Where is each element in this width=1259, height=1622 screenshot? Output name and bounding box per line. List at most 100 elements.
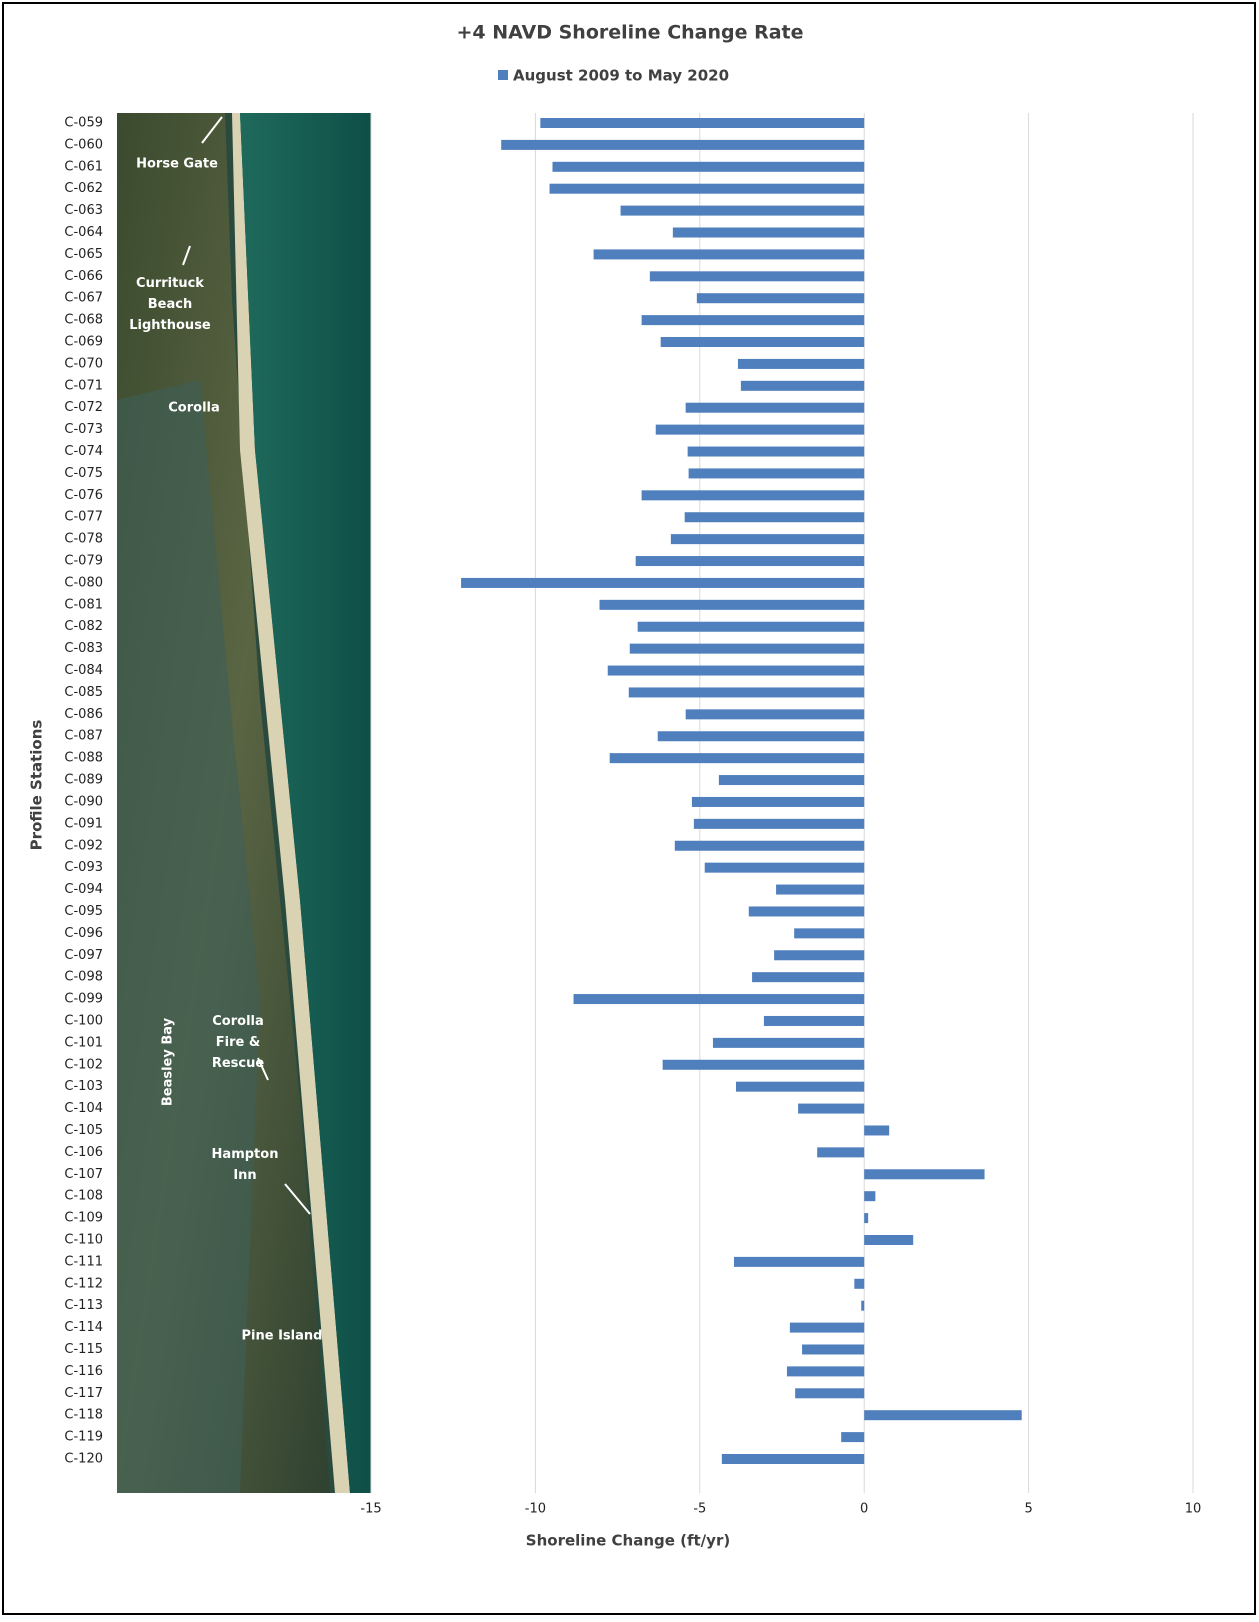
- y-tick-label: C-105: [64, 1123, 103, 1138]
- y-tick-label: C-098: [64, 970, 103, 985]
- bar: [628, 687, 865, 698]
- y-tick-label: C-113: [64, 1298, 103, 1313]
- bar: [721, 1454, 865, 1464]
- y-tick-label: C-090: [64, 794, 103, 809]
- photo-annotation: Pine Island: [242, 1329, 323, 1344]
- bar: [718, 775, 865, 786]
- satellite-photo: [117, 113, 371, 1493]
- bar: [672, 227, 865, 238]
- annotation-line: Lighthouse: [129, 318, 211, 333]
- bar: [712, 1037, 865, 1048]
- y-tick-label: C-100: [64, 1013, 103, 1028]
- y-tick-label: C-097: [64, 948, 103, 963]
- bar: [501, 139, 865, 150]
- y-tick-label: C-120: [64, 1452, 103, 1467]
- bar: [763, 1015, 865, 1026]
- bar: [685, 402, 865, 413]
- y-tick-label: C-066: [64, 269, 103, 284]
- y-tick-label: C-081: [64, 597, 103, 612]
- y-tick-label: C-061: [64, 159, 103, 174]
- annotation-line: Hampton: [212, 1147, 279, 1162]
- annotation-line: Inn: [233, 1168, 256, 1183]
- bar: [607, 665, 865, 676]
- bar: [817, 1147, 865, 1158]
- legend-label: August 2009 to May 2020: [513, 67, 729, 85]
- x-tick-label: 5: [1024, 1502, 1032, 1517]
- bar: [662, 1059, 865, 1070]
- bar: [637, 621, 865, 632]
- bar: [687, 446, 865, 457]
- annotation-line: Currituck: [136, 276, 204, 291]
- bar: [685, 709, 865, 720]
- y-tick-label: C-108: [64, 1189, 103, 1204]
- y-tick-label: C-094: [64, 882, 103, 897]
- y-tick-label: C-117: [64, 1386, 103, 1401]
- y-tick-label: C-088: [64, 751, 103, 766]
- bar: [641, 490, 865, 501]
- y-tick-label: C-095: [64, 904, 103, 919]
- bar: [552, 161, 865, 172]
- bar: [735, 1081, 865, 1092]
- y-tick-label: C-072: [64, 400, 103, 415]
- y-tick-label: C-063: [64, 203, 103, 218]
- photo-annotation: Hampton Inn: [212, 1147, 279, 1183]
- y-tick-label: C-065: [64, 247, 103, 262]
- y-tick-label: C-091: [64, 816, 103, 831]
- bar: [660, 337, 865, 348]
- bar: [864, 1125, 890, 1136]
- y-tick-label: C-119: [64, 1430, 103, 1445]
- bar: [864, 1169, 985, 1180]
- bar: [752, 972, 865, 983]
- y-tick-label: C-070: [64, 356, 103, 371]
- bar: [549, 183, 865, 194]
- x-tick-label: -10: [525, 1502, 546, 1517]
- bar: [593, 249, 865, 260]
- y-tick-label: C-064: [64, 225, 103, 240]
- bar: [641, 315, 865, 326]
- bar: [684, 512, 865, 523]
- annotation-line: Corolla: [212, 1014, 264, 1029]
- y-tick-label: C-076: [64, 488, 103, 503]
- bar: [461, 577, 865, 588]
- y-tick-label: C-092: [64, 838, 103, 853]
- y-tick-label: C-079: [64, 554, 103, 569]
- y-tick-label: C-118: [64, 1408, 103, 1423]
- annotation-line: Rescue: [212, 1056, 265, 1071]
- x-axis-title: Shoreline Change (ft/yr): [526, 1532, 730, 1550]
- bar: [609, 753, 865, 764]
- bar: [688, 468, 865, 479]
- bar: [704, 862, 865, 873]
- y-tick-label: C-110: [64, 1232, 103, 1247]
- y-tick-label: C-083: [64, 641, 103, 656]
- bar: [629, 643, 865, 654]
- bar: [737, 358, 865, 369]
- y-tick-label: C-089: [64, 773, 103, 788]
- y-tick-label: C-085: [64, 685, 103, 700]
- bar: [748, 906, 865, 917]
- y-tick-label: C-106: [64, 1145, 103, 1160]
- bar: [649, 271, 865, 282]
- y-tick-label: C-114: [64, 1320, 103, 1335]
- y-tick-label: C-069: [64, 335, 103, 350]
- y-tick-label: C-112: [64, 1276, 103, 1291]
- y-tick-label: C-116: [64, 1364, 103, 1379]
- photo-annotation: Horse Gate: [136, 157, 218, 172]
- y-tick-label: C-101: [64, 1035, 103, 1050]
- bar: [864, 1410, 1022, 1421]
- bar: [841, 1432, 865, 1443]
- bar: [786, 1366, 865, 1377]
- y-tick-label: C-102: [64, 1057, 103, 1072]
- y-tick-label: C-111: [64, 1254, 103, 1269]
- bar: [794, 928, 865, 939]
- bar: [670, 534, 865, 545]
- bar: [655, 424, 865, 435]
- bar: [693, 818, 865, 829]
- bar: [789, 1322, 865, 1333]
- y-tick-label: C-068: [64, 313, 103, 328]
- chart-title: +4 NAVD Shoreline Change Rate: [456, 22, 803, 44]
- y-tick-label: C-075: [64, 466, 103, 481]
- y-tick-label: C-093: [64, 860, 103, 875]
- bar: [864, 1234, 914, 1245]
- bar: [635, 556, 865, 567]
- y-tick-label: C-087: [64, 729, 103, 744]
